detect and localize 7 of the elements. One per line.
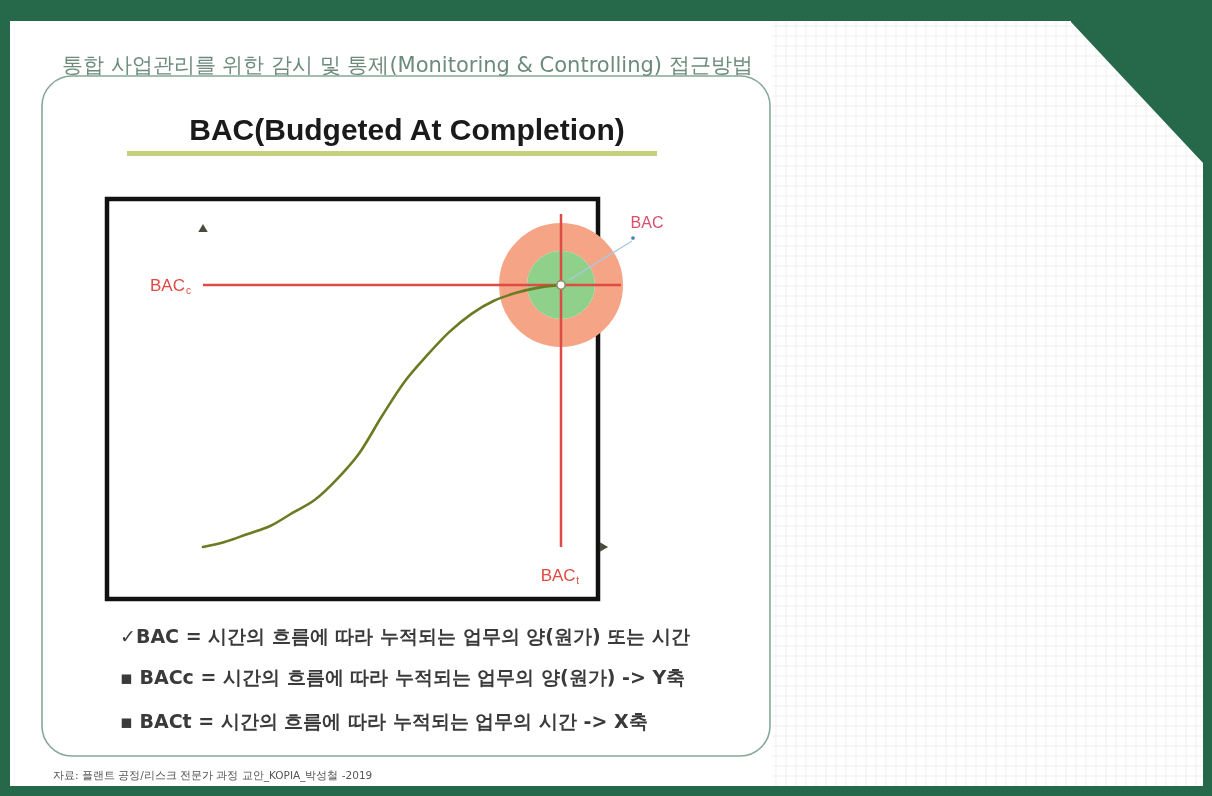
chart-title: 통합 사업관리를 위한 감시 및 통제(Monitoring & Controlling) 접근방법 [62, 53, 753, 77]
text: ✓BAC = 시간의 흐름에 따라 누적되는 업무의 양(원가) 또는 시간 [120, 625, 690, 647]
chart-subtitle: BAC(Budgeted At Completion) [189, 113, 625, 146]
text: ▪ BACt = 시간의 흐름에 따라 누적되는 업무의 시간 -> X축 [120, 710, 648, 732]
text: BAC [630, 214, 664, 231]
text: ▪ BACc = 시간의 흐름에 따라 누적되는 업무의 양(원가) -> Y축 [120, 666, 686, 688]
text: 자료: 플랜트 공정/리스크 전문가 과정 교안_KOPIA_박성철 -2019 [53, 769, 373, 782]
